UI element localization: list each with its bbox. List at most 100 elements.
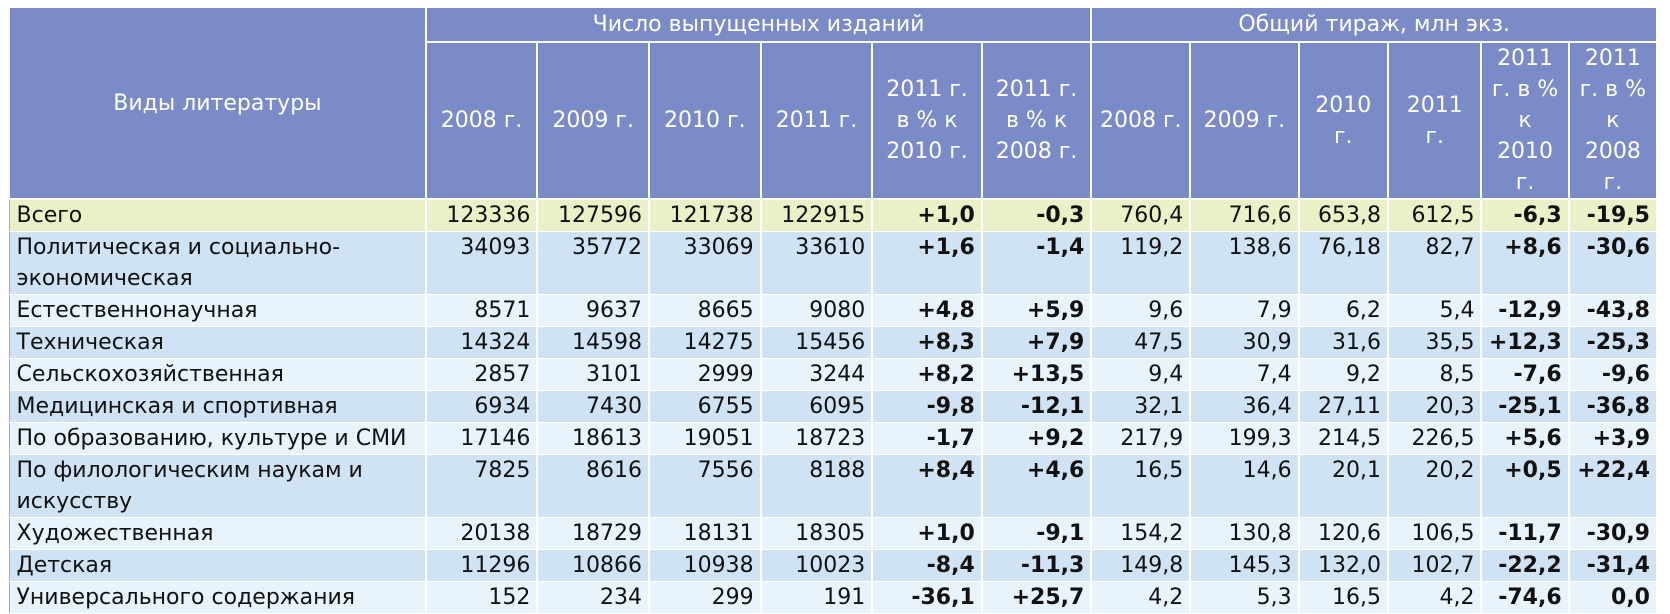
editions-cell: 34093 (425, 231, 539, 295)
circulation-cell: +8,6 (1481, 231, 1570, 295)
editions-cell: 18131 (649, 517, 762, 550)
editions-cell: +1,0 (872, 517, 983, 550)
editions-cell: 19051 (649, 422, 762, 455)
table-header: Виды литературы Число выпущенных изданий… (8, 6, 1659, 200)
circulation-cell: 119,2 (1091, 231, 1192, 295)
editions-cell: 121738 (649, 199, 762, 232)
circulation-cell: 4,2 (1091, 581, 1192, 614)
editions-cell: 8571 (425, 294, 539, 327)
editions-cell: +5,9 (981, 294, 1093, 327)
circulation-cell: 36,4 (1190, 390, 1300, 423)
circulation-cell: 9,6 (1091, 294, 1192, 327)
row-label: По образованию, культуре и СМИ (9, 422, 427, 455)
editions-group-header: Число выпущенных изданий (424, 6, 1093, 43)
circulation-cell: -9,6 (1568, 358, 1659, 391)
circulation-cell: 132,0 (1298, 549, 1389, 582)
col-header: 2011 г. в % к 2010 г. (1480, 41, 1570, 200)
circulation-cell: -30,9 (1568, 517, 1659, 550)
circulation-cell: 760,4 (1091, 199, 1192, 232)
circulation-cell: 102,7 (1387, 549, 1483, 582)
circulation-cell: 130,8 (1190, 517, 1300, 550)
editions-cell: 9637 (537, 294, 651, 327)
editions-cell: -0,3 (981, 199, 1093, 232)
editions-cell: +8,4 (872, 454, 983, 518)
circulation-cell: 145,3 (1190, 549, 1300, 582)
circulation-group-header: Общий тираж, млн экз. (1090, 6, 1658, 43)
editions-cell: 234 (537, 581, 651, 614)
table-row: Универсального содержания 152 234 299 191 -36… (9, 581, 1659, 614)
row-label: Универсального содержания (9, 581, 427, 614)
circulation-cell: 120,6 (1298, 517, 1389, 550)
editions-cell: -9,1 (981, 517, 1093, 550)
editions-cell: 3101 (537, 358, 651, 391)
editions-cell: -1,7 (872, 422, 983, 455)
editions-cell: +1,0 (872, 199, 983, 232)
editions-cell: +13,5 (981, 358, 1093, 391)
editions-cell: 15456 (760, 326, 874, 359)
circulation-cell: 7,9 (1190, 294, 1300, 327)
col-header: 2009 г. (536, 41, 651, 200)
col-header: 2011 г. (759, 41, 874, 200)
row-label: Медицинская и спортивная (9, 390, 427, 423)
circulation-cell: 154,2 (1091, 517, 1192, 550)
row-label: Детская (9, 549, 427, 582)
editions-cell: 10938 (649, 549, 762, 582)
table-row: Политическая и социально-экономическая 34… (9, 231, 1659, 295)
circulation-cell: 106,5 (1387, 517, 1483, 550)
circulation-cell: 138,6 (1190, 231, 1300, 295)
editions-cell: 14275 (649, 326, 762, 359)
circulation-cell: -12,9 (1481, 294, 1570, 327)
editions-cell: 18729 (537, 517, 651, 550)
circulation-cell: -74,6 (1481, 581, 1570, 614)
circulation-cell: 716,6 (1190, 199, 1300, 232)
table-body: Всего 123336 127596 121738 122915 +1,0 -0,3 760… (9, 199, 1659, 614)
circulation-cell: 32,1 (1091, 390, 1192, 423)
editions-cell: -12,1 (981, 390, 1093, 423)
circulation-cell: 7,4 (1190, 358, 1300, 391)
editions-cell: 122915 (760, 199, 874, 232)
editions-cell: 8188 (760, 454, 874, 518)
editions-cell: 33069 (649, 231, 762, 295)
editions-cell: 3244 (760, 358, 874, 391)
circulation-cell: +22,4 (1568, 454, 1659, 518)
editions-cell: 191 (760, 581, 874, 614)
editions-cell: 2999 (649, 358, 762, 391)
table-row: Художественная 20138 18729 18131 18305 +1,0 -9… (9, 517, 1659, 550)
row-label: По филологическим наукам и искусству (9, 454, 427, 518)
editions-cell: 7556 (649, 454, 762, 518)
row-label: Всего (9, 199, 427, 232)
circulation-cell: 20,3 (1387, 390, 1483, 423)
circulation-cell: 76,18 (1298, 231, 1389, 295)
editions-cell: -11,3 (981, 549, 1093, 582)
editions-cell: 20138 (425, 517, 539, 550)
circulation-cell: -25,3 (1568, 326, 1659, 359)
editions-cell: 14598 (537, 326, 651, 359)
circulation-cell: -36,8 (1568, 390, 1659, 423)
circulation-cell: +12,3 (1481, 326, 1570, 359)
circulation-cell: 5,4 (1387, 294, 1483, 327)
circulation-cell: 8,5 (1387, 358, 1483, 391)
row-label: Техническая (9, 326, 427, 359)
circulation-cell: +3,9 (1568, 422, 1659, 455)
circulation-cell: 31,6 (1298, 326, 1389, 359)
editions-cell: 8616 (537, 454, 651, 518)
circulation-cell: 6,2 (1298, 294, 1389, 327)
circulation-cell: 82,7 (1387, 231, 1483, 295)
editions-cell: 6934 (425, 390, 539, 423)
row-label: Художественная (9, 517, 427, 550)
editions-cell: 10023 (760, 549, 874, 582)
col-header: 2011 г. в % к 2008 г. (1567, 41, 1659, 200)
literature-type-header: Виды литературы (8, 6, 427, 200)
table-row: Естественнонаучная 8571 9637 8665 9080 +4,8 +5… (9, 294, 1659, 327)
circulation-cell: 0,0 (1568, 581, 1659, 614)
editions-cell: 127596 (537, 199, 651, 232)
editions-cell: +25,7 (981, 581, 1093, 614)
editions-cell: +8,3 (872, 326, 983, 359)
circulation-cell: -11,7 (1481, 517, 1570, 550)
table-row: По образованию, культуре и СМИ 17146 18613… (9, 422, 1659, 455)
editions-cell: 18305 (760, 517, 874, 550)
editions-cell: 14324 (425, 326, 539, 359)
col-header: 2010 г. (1297, 41, 1389, 200)
col-header: 2010 г. (648, 41, 762, 200)
editions-cell: 9080 (760, 294, 874, 327)
